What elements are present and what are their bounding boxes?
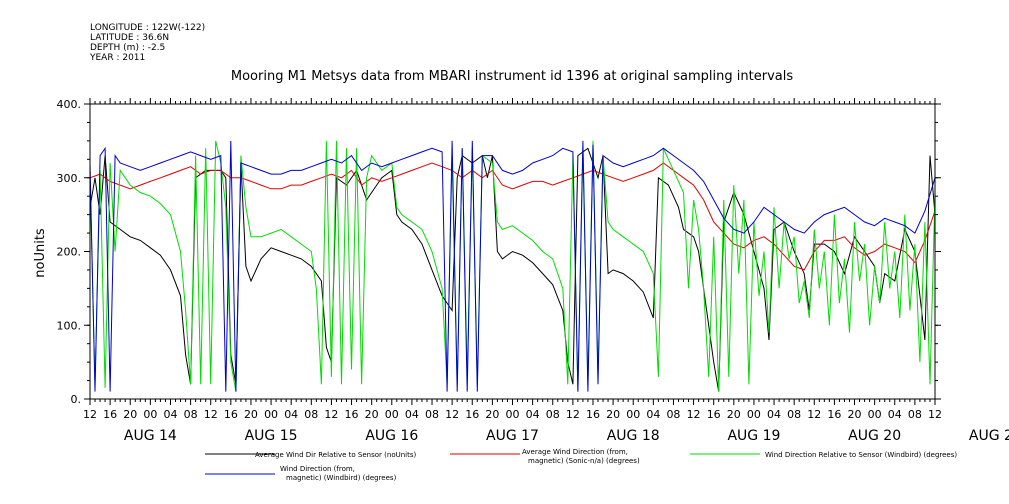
legend-label-1: Average Wind Dir Relative to Sensor (noU… — [255, 451, 416, 459]
x-tick-label: 08 — [546, 408, 560, 421]
x-tick-label: 12 — [807, 408, 821, 421]
x-tick-label: 20 — [606, 408, 620, 421]
x-tick-label: 00 — [143, 408, 157, 421]
x-tick-label: 16 — [465, 408, 479, 421]
y-tick-label: 300. — [57, 172, 82, 185]
x-tick-label: 00 — [747, 408, 761, 421]
legend: Average Wind Dir Relative to Sensor (noU… — [205, 448, 957, 482]
legend-label-2: Average Wind Direction (from, — [522, 448, 628, 456]
header-year: YEAR : 2011 — [89, 53, 145, 63]
x-tick-label: 12 — [204, 408, 218, 421]
x-tick-label: 16 — [345, 408, 359, 421]
metadata-header: LONGITUDE : 122W(-122) LATITUDE : 36.6N … — [89, 23, 205, 63]
x-day-label: AUG 14 — [124, 428, 177, 444]
x-tick-label: 16 — [103, 408, 117, 421]
x-tick-label: 00 — [868, 408, 882, 421]
legend-label-4: Wind Direction (from, — [280, 465, 355, 473]
series-line-1 — [89, 147, 936, 392]
x-tick-label: 08 — [425, 408, 439, 421]
y-tick-label: 200. — [57, 246, 82, 259]
x-tick-label: 12 — [928, 408, 942, 421]
x-tick-label: 00 — [385, 408, 399, 421]
y-tick-label: 100. — [57, 319, 82, 332]
x-tick-label: 04 — [163, 408, 177, 421]
x-tick-label: 08 — [908, 408, 922, 421]
x-tick-label: 20 — [848, 408, 862, 421]
x-tick-label: 08 — [304, 408, 318, 421]
y-axis-label: noUnits — [33, 228, 48, 278]
legend-label-2: magnetic) (Sonic-n/a) (degrees) — [528, 457, 640, 465]
x-tick-label: 12 — [687, 408, 701, 421]
x-tick-label: 00 — [626, 408, 640, 421]
x-tick-label: 04 — [646, 408, 660, 421]
x-tick-label: 08 — [184, 408, 198, 421]
x-tick-label: 12 — [83, 408, 97, 421]
x-tick-label: 08 — [787, 408, 801, 421]
x-tick-label: 20 — [727, 408, 741, 421]
x-tick-label: 20 — [244, 408, 258, 421]
x-tick-label: 08 — [666, 408, 680, 421]
y-tick-label: 400. — [57, 98, 82, 111]
x-tick-label: 04 — [284, 408, 298, 421]
header-latitude: LATITUDE : 36.6N — [90, 33, 169, 43]
x-day-label: AUG 19 — [727, 428, 780, 444]
x-tick-label: 12 — [566, 408, 580, 421]
x-tick-label: 16 — [707, 408, 721, 421]
x-tick-label: 04 — [767, 408, 781, 421]
x-day-label: AUG 17 — [486, 428, 539, 444]
x-day-label: AUG 18 — [607, 428, 660, 444]
x-day-label: AUG 16 — [365, 428, 418, 444]
x-tick-label: 00 — [264, 408, 278, 421]
series-line-2 — [89, 162, 936, 271]
series-line-3 — [89, 140, 936, 392]
x-tick-label: 04 — [888, 408, 902, 421]
x-tick-label: 16 — [586, 408, 600, 421]
x-tick-label: 20 — [365, 408, 379, 421]
x-tick-label: 12 — [324, 408, 338, 421]
header-longitude: LONGITUDE : 122W(-122) — [90, 23, 205, 33]
header-depth: DEPTH (m) : -2.5 — [90, 43, 165, 53]
series-line-4 — [89, 140, 936, 392]
plot-lines — [89, 140, 936, 392]
x-tick-label: 16 — [827, 408, 841, 421]
x-tick-label: 04 — [405, 408, 419, 421]
x-day-label: AUG 15 — [245, 428, 298, 444]
x-tick-label: 00 — [506, 408, 520, 421]
y-tick-label: 0. — [71, 393, 82, 406]
x-tick-label: 16 — [224, 408, 238, 421]
legend-label-3: Wind Direction Relative to Sensor (Windb… — [765, 451, 957, 459]
chart-title: Mooring M1 Metsys data from MBARI instru… — [231, 69, 793, 84]
x-tick-label: 04 — [526, 408, 540, 421]
axes: 0. 100. 200. 300. 400. 12 16 20 00 04 08 12 16 20 00 04… — [57, 98, 1009, 444]
legend-label-4: magnetic) (Windbird) (degrees) — [286, 474, 397, 482]
x-tick-label: 20 — [123, 408, 137, 421]
x-day-label: AUG 20 — [848, 428, 901, 444]
x-tick-label: 20 — [485, 408, 499, 421]
x-day-label: AUG 21 — [969, 428, 1009, 444]
x-tick-label: 12 — [445, 408, 459, 421]
